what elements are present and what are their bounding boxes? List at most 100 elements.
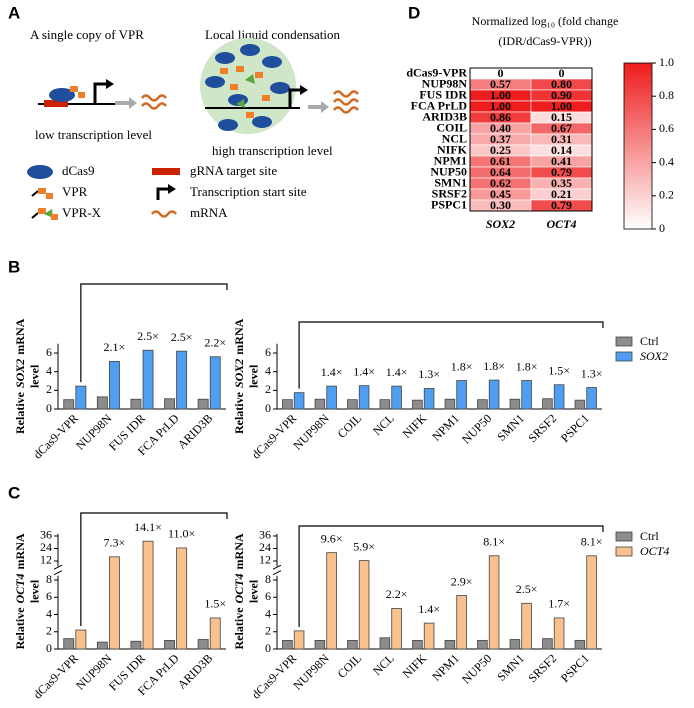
cell-label: 0.90	[551, 88, 572, 102]
colorbar-tick-label: 0.2	[659, 188, 674, 202]
y-axis-label-part: Relative	[13, 607, 27, 650]
bar	[423, 388, 435, 410]
fold-label: 8.1×	[483, 535, 505, 549]
y-tick-label: 6	[46, 589, 52, 603]
legend-label: mRNA	[190, 205, 228, 220]
fold-label: 1.5×	[204, 597, 226, 611]
bar	[75, 629, 87, 650]
fold-label: 14.1×	[134, 520, 162, 534]
cell-label: 0.15	[551, 110, 572, 124]
bar	[130, 398, 142, 410]
fold-label: 2.5×	[137, 329, 159, 343]
legend-label: VPR	[62, 184, 88, 199]
x-tick-label: NUP50	[459, 411, 494, 446]
colorbar-tick-label: 0.4	[659, 154, 674, 168]
bar	[391, 608, 402, 650]
x-tick-label: SRSF2	[525, 651, 559, 685]
row-label: FUS IDR	[419, 87, 467, 101]
legend-label: VPR-X	[62, 205, 102, 220]
cell-label: 0.37	[490, 132, 511, 146]
colorbar	[623, 62, 653, 230]
schematic-caption: high transcription level	[212, 143, 333, 158]
fold-label: 1.4×	[386, 365, 408, 379]
row-label: NCL	[442, 131, 467, 145]
fold-label: 9.6×	[321, 531, 343, 545]
bar	[293, 630, 305, 650]
x-tick-label: COIL	[335, 651, 365, 681]
y-axis-label-part: mRNA	[232, 533, 246, 569]
x-tick-label: NUP98N	[290, 651, 332, 693]
bar	[444, 639, 456, 650]
fold-label: 1.4×	[321, 365, 343, 379]
cell-label: 0.25	[490, 143, 511, 157]
fold-label: 2.2×	[386, 587, 408, 601]
legend-label: Ctrl	[640, 529, 659, 543]
y-tick-label: 4	[46, 606, 52, 620]
x-tick-label: SRSF2	[525, 411, 559, 445]
bar	[391, 385, 402, 410]
fold-label: 1.4×	[353, 364, 375, 378]
bar	[176, 350, 188, 410]
cell-label: 0.80	[551, 77, 572, 91]
y-axis-label-part: Relative	[232, 391, 246, 434]
y-axis-label-part: mRNA	[13, 533, 27, 569]
fold-label: 1.4×	[418, 602, 440, 616]
y-tick-label: 0	[265, 401, 271, 415]
bar	[314, 398, 326, 410]
x-tick-label: dCas9-VPR	[30, 651, 80, 701]
x-tick-label: NUP98N	[290, 411, 332, 453]
y-axis-label-part: SOX2	[13, 359, 27, 388]
bar	[477, 639, 488, 650]
comparison-bracket	[298, 525, 604, 627]
row-label: SMN1	[434, 175, 467, 189]
bar	[282, 399, 293, 410]
y-axis-label: level	[28, 364, 42, 388]
cell-label: 0.14	[551, 143, 572, 157]
y-tick-label: 2	[265, 382, 271, 396]
bar	[456, 595, 467, 650]
bar	[63, 638, 75, 650]
cell-label: 0.61	[490, 154, 511, 168]
x-tick-label: NUP50	[459, 651, 494, 686]
schematic: A single copy of VPR Local liquid conden…	[27, 27, 359, 220]
fold-label: 11.0×	[168, 527, 195, 541]
y-tick-label: 2	[46, 382, 52, 396]
comparison-bracket	[298, 321, 604, 389]
bar	[197, 398, 209, 410]
legend-swatch	[615, 546, 633, 557]
x-tick-label: COIL	[335, 411, 365, 441]
y-axis-label-part: OCT4	[232, 573, 246, 603]
x-tick-label: NIFK	[400, 411, 430, 441]
cell-label: 0.79	[551, 198, 572, 212]
fold-label: 7.3×	[104, 536, 126, 550]
bar	[326, 385, 337, 410]
fold-label: 1.5×	[548, 363, 570, 377]
y-tick-label: 6	[265, 345, 271, 359]
bar	[574, 639, 586, 650]
y-tick-label: 0	[265, 641, 271, 655]
x-tick-label: dCas9-VPR	[249, 651, 299, 701]
y-axis-label-part: mRNA	[232, 318, 246, 354]
x-tick-label: SMN1	[494, 651, 527, 684]
x-tick-label: dCas9-VPR	[30, 411, 80, 461]
y-axis-label: Relative SOX2 mRNA	[13, 318, 27, 434]
y-tick-label: 24	[259, 540, 271, 554]
bar	[488, 379, 500, 410]
y-tick-label: 2	[46, 624, 52, 638]
bar	[164, 398, 175, 410]
fold-label: 1.8×	[516, 359, 538, 373]
bar	[553, 617, 565, 650]
column-label: OCT4	[547, 217, 577, 231]
fold-label: 2.1×	[104, 340, 126, 354]
y-tick-label: 12	[259, 553, 271, 567]
cell-label: 0.86	[490, 110, 511, 124]
cell-label: 0.35	[551, 176, 572, 190]
y-tick-label: 4	[46, 363, 52, 377]
x-tick-label: NIFK	[400, 651, 430, 681]
panel-label: B	[8, 257, 20, 276]
bar	[477, 399, 488, 410]
bar	[358, 385, 370, 410]
y-axis-label: Relative OCT4 mRNA	[13, 533, 27, 649]
cell-label: 0.57	[490, 77, 511, 91]
